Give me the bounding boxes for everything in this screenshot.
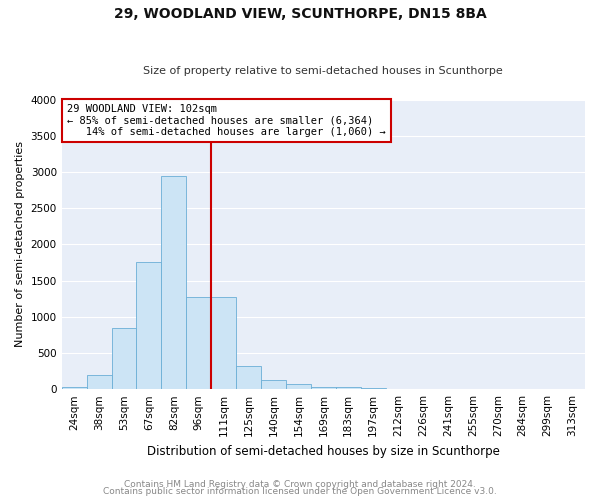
Bar bbox=[161, 176, 186, 389]
Bar bbox=[62, 387, 86, 389]
Bar bbox=[311, 388, 336, 389]
Bar bbox=[361, 388, 386, 389]
Bar bbox=[86, 374, 112, 389]
X-axis label: Distribution of semi-detached houses by size in Scunthorpe: Distribution of semi-detached houses by … bbox=[147, 444, 500, 458]
Text: 29, WOODLAND VIEW, SCUNTHORPE, DN15 8BA: 29, WOODLAND VIEW, SCUNTHORPE, DN15 8BA bbox=[113, 8, 487, 22]
Text: Contains public sector information licensed under the Open Government Licence v3: Contains public sector information licen… bbox=[103, 487, 497, 496]
Bar bbox=[186, 297, 211, 389]
Bar bbox=[112, 328, 136, 389]
Bar bbox=[261, 380, 286, 389]
Title: Size of property relative to semi-detached houses in Scunthorpe: Size of property relative to semi-detach… bbox=[143, 66, 503, 76]
Bar bbox=[336, 388, 361, 389]
Text: 29 WOODLAND VIEW: 102sqm
← 85% of semi-detached houses are smaller (6,364)
   14: 29 WOODLAND VIEW: 102sqm ← 85% of semi-d… bbox=[67, 104, 386, 137]
Bar bbox=[136, 262, 161, 389]
Bar bbox=[211, 297, 236, 389]
Y-axis label: Number of semi-detached properties: Number of semi-detached properties bbox=[15, 142, 25, 348]
Text: Contains HM Land Registry data © Crown copyright and database right 2024.: Contains HM Land Registry data © Crown c… bbox=[124, 480, 476, 489]
Bar bbox=[286, 384, 311, 389]
Bar bbox=[236, 366, 261, 389]
